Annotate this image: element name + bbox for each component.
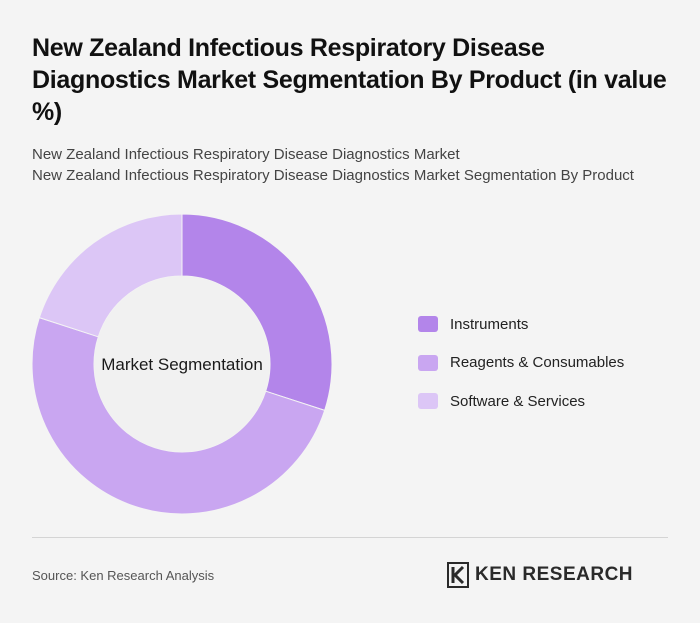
chart-subtitle: New Zealand Infectious Respiratory Disea… [32, 146, 460, 163]
ken-research-logo-icon [447, 562, 469, 588]
chart-legend: Instruments Reagents & Consumables Softwar… [418, 314, 624, 430]
chart-title: New Zealand Infectious Respiratory Disea… [32, 34, 667, 126]
legend-swatch [418, 393, 438, 409]
legend-swatch [418, 316, 438, 332]
legend-item: Reagents & Consumables [418, 353, 624, 373]
donut-hole [94, 276, 270, 452]
legend-label: Instruments [450, 315, 529, 333]
legend-swatch [418, 354, 438, 371]
donut-center-label: Market Segmentation [101, 355, 263, 374]
legend-label: Reagents & Consumables [450, 354, 625, 371]
donut-chart: Market Segmentation [31, 213, 333, 515]
logo-text: KEN RESEARCH [475, 564, 634, 585]
legend-label: Software & Services [450, 392, 586, 410]
legend-item: Instruments [418, 314, 624, 334]
chart-subtitle-secondary: New Zealand Infectious Respiratory Disea… [32, 167, 634, 184]
footer-divider [32, 537, 668, 538]
ken-research-logo: KEN RESEARCH [447, 562, 633, 588]
legend-item: Software & Services [418, 391, 624, 411]
source-note: Source: Ken Research Analysis [32, 568, 215, 583]
